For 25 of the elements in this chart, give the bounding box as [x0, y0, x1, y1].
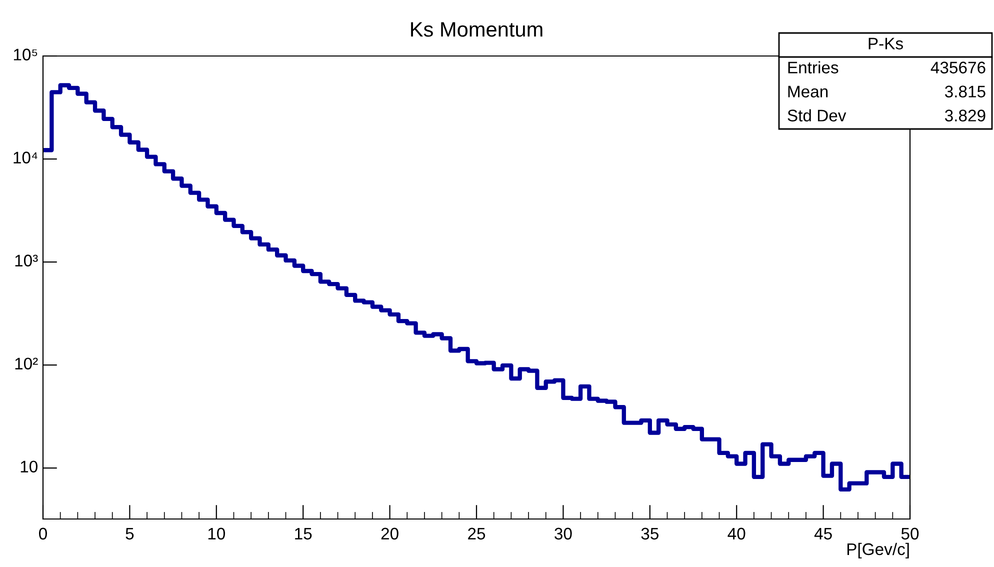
x-tick-label: 5	[126, 528, 134, 540]
chart-title: Ks Momentum	[411, 22, 542, 37]
x-tick-label: 40	[728, 528, 746, 540]
x-axis-title: P[Gev/c]	[847, 542, 909, 558]
annotation: Std Dev	[788, 109, 846, 122]
x-tick-label: 35	[641, 528, 658, 540]
text: 435676	[930, 62, 986, 74]
text: 3.829	[944, 110, 986, 122]
x-tick-label: 10	[208, 528, 226, 540]
x-tick-label: 20	[381, 528, 398, 540]
y-tick-label: 10²	[15, 358, 38, 370]
x-tick-label: 50	[901, 528, 919, 540]
text: P-Ks	[868, 38, 903, 50]
y-tick-label: 10³	[15, 254, 38, 266]
x-tick-label: 15	[295, 528, 312, 540]
y-tick-label: 10⁴	[14, 152, 38, 164]
annotation: Entries	[788, 61, 838, 74]
x-tick-label: 45	[814, 528, 832, 540]
x-tick-label: 0	[39, 528, 47, 540]
y-tick-label: 10	[20, 460, 38, 472]
x-tick-label: 25	[468, 528, 486, 540]
y-tick-label: 10⁵	[14, 48, 38, 60]
text: 3.815	[944, 86, 986, 98]
x-tick-label: 30	[554, 528, 572, 540]
annotation: Mean	[788, 86, 828, 98]
